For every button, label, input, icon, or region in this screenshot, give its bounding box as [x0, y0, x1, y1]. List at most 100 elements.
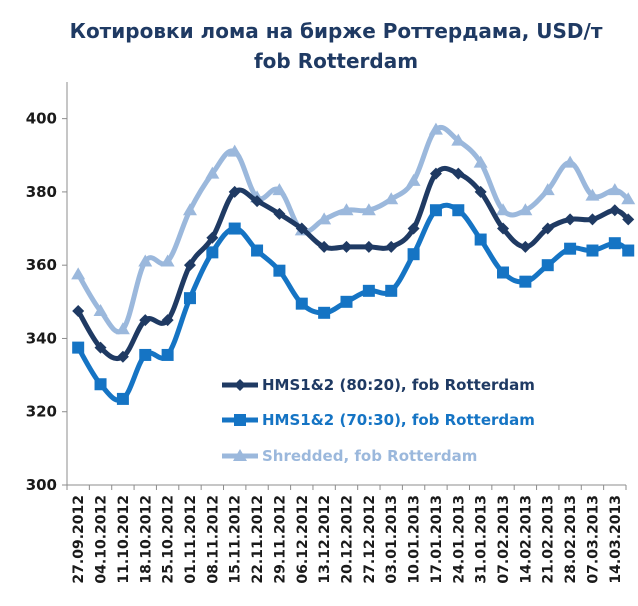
- data-point: [452, 204, 465, 217]
- legend-item: HMS1&2 (80:20), fob Rotterdam: [222, 376, 535, 394]
- x-tick-label: 20.12.2012: [340, 495, 356, 584]
- series-1: [72, 202, 635, 405]
- data-point: [116, 350, 129, 363]
- data-point: [228, 185, 241, 198]
- data-point: [251, 195, 264, 208]
- data-point: [295, 222, 308, 235]
- x-tick-label: 13.12.2012: [317, 495, 333, 584]
- data-point: [228, 222, 241, 235]
- x-tick-label: 14.02.2013: [518, 495, 534, 584]
- data-point: [451, 133, 466, 146]
- data-point: [161, 348, 174, 361]
- legend: HMS1&2 (80:20), fob Rotterdam HMS1&2 (70:…: [222, 376, 535, 465]
- x-tick-label: 22.11.2012: [250, 495, 266, 584]
- legend-swatch-marker: [234, 379, 246, 391]
- data-point: [497, 222, 510, 235]
- legend-swatch-marker: [234, 414, 246, 426]
- data-point: [362, 240, 375, 253]
- data-point: [251, 244, 264, 257]
- legend-label: HMS1&2 (80:20), fob Rotterdam: [262, 376, 535, 394]
- x-tick-label: 29.11.2012: [272, 495, 288, 584]
- data-point: [564, 213, 577, 226]
- data-point: [206, 231, 219, 244]
- y-tick-label: 380: [26, 183, 57, 201]
- data-point: [94, 378, 107, 391]
- x-tick-label: 14.03.2013: [608, 495, 624, 584]
- data-point: [407, 222, 420, 235]
- data-point: [227, 144, 242, 157]
- data-point: [161, 314, 174, 327]
- legend-label: HMS1&2 (70:30), fob Rotterdam: [262, 411, 535, 429]
- x-tick-label: 21.02.2013: [541, 495, 557, 584]
- data-point: [474, 185, 487, 198]
- data-point: [407, 248, 420, 261]
- data-point: [139, 348, 152, 361]
- data-point: [384, 192, 399, 205]
- data-point: [139, 314, 152, 327]
- legend-swatch-marker: [233, 449, 247, 461]
- data-point: [518, 203, 533, 216]
- data-point: [339, 203, 354, 216]
- data-point: [541, 222, 554, 235]
- x-tick-label: 10.01.2013: [407, 495, 423, 584]
- x-tick-label: 27.09.2012: [71, 495, 87, 584]
- x-tick-label: 17.01.2013: [429, 495, 445, 584]
- x-tick-label: 25.10.2012: [161, 495, 177, 584]
- data-point: [385, 240, 398, 253]
- y-tick-label: 300: [26, 476, 57, 494]
- chart-title: Котировки лома на бирже Роттердама, USD/…: [70, 19, 603, 43]
- data-point: [519, 240, 532, 253]
- x-tick-label: 27.12.2012: [362, 495, 378, 584]
- data-point: [519, 275, 532, 288]
- y-tick-label: 360: [26, 256, 57, 274]
- x-tick-label: 15.11.2012: [228, 495, 244, 584]
- data-point: [340, 240, 353, 253]
- chart-subtitle: fob Rotterdam: [254, 49, 418, 73]
- series-0: [72, 165, 635, 363]
- data-point: [585, 188, 600, 201]
- data-point: [540, 183, 555, 196]
- data-point: [340, 295, 353, 308]
- data-point: [318, 240, 331, 253]
- data-point: [473, 155, 488, 168]
- x-tick-label: 07.02.2013: [496, 495, 512, 584]
- x-tick-label: 11.10.2012: [116, 495, 132, 584]
- x-tick-label: 06.12.2012: [295, 495, 311, 584]
- data-point: [496, 203, 511, 216]
- data-point: [205, 166, 220, 179]
- data-point: [182, 203, 197, 216]
- data-point: [385, 284, 398, 297]
- data-point: [206, 246, 219, 259]
- x-tick-label: 04.10.2012: [94, 495, 110, 584]
- y-tick-label: 340: [26, 329, 57, 347]
- data-point: [406, 173, 421, 186]
- data-point: [272, 183, 287, 196]
- x-tick-label: 24.01.2013: [451, 495, 467, 584]
- data-point: [474, 233, 487, 246]
- data-point: [318, 306, 331, 319]
- x-tick-label: 31.01.2013: [474, 495, 490, 584]
- data-point: [586, 213, 599, 226]
- data-point: [608, 237, 621, 250]
- data-point: [138, 254, 153, 267]
- data-point: [428, 122, 443, 135]
- x-tick-label: 01.11.2012: [183, 495, 199, 584]
- y-tick-label: 400: [26, 110, 57, 128]
- data-point: [608, 204, 621, 217]
- data-point: [622, 213, 635, 226]
- data-point: [429, 204, 442, 217]
- axes: 300 320 340 360 380 400 27.09.2012 04.10.2012 11…: [26, 82, 627, 584]
- data-point: [93, 303, 108, 316]
- data-point: [183, 259, 196, 272]
- data-point: [452, 167, 465, 180]
- data-point: [497, 266, 510, 279]
- data-point: [295, 297, 308, 310]
- data-point: [72, 304, 85, 317]
- data-point: [71, 267, 86, 280]
- data-point: [115, 322, 130, 335]
- data-point: [160, 254, 175, 267]
- data-point: [541, 259, 554, 272]
- series-line: [75, 202, 631, 403]
- data-point: [563, 155, 578, 168]
